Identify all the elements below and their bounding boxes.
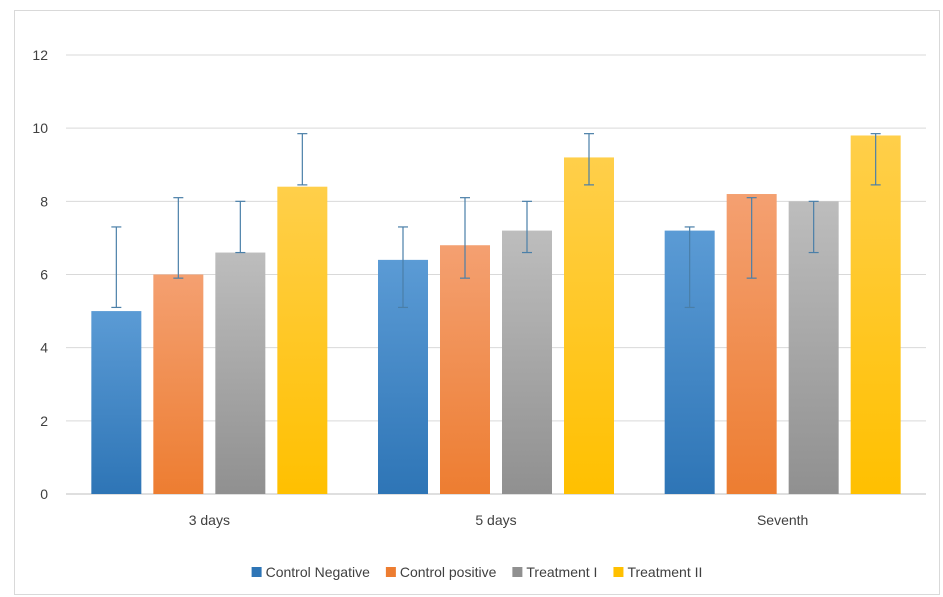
error-bar xyxy=(870,133,881,186)
error-bar xyxy=(584,133,594,186)
y-tick-label: 6 xyxy=(40,267,48,283)
bar-treatment-i-5-days xyxy=(502,230,552,494)
x-category-label: 5 days xyxy=(475,512,516,528)
y-tick-label: 2 xyxy=(40,413,48,429)
bar-control-positive-5-days xyxy=(440,245,490,494)
bar-treatment-ii-5-days xyxy=(564,157,614,494)
error-bar xyxy=(235,200,246,254)
x-category-label: 3 days xyxy=(189,512,230,528)
error-bar xyxy=(808,200,819,254)
error-bar xyxy=(173,197,184,279)
legend: Control Negative Control positive Treatmen… xyxy=(251,564,702,580)
bar-treatment-ii-seventh xyxy=(850,135,901,494)
error-bar xyxy=(746,197,757,279)
legend-label: Control positive xyxy=(400,564,497,580)
y-axis-ticks: 0 2 4 6 8 10 12 xyxy=(32,47,48,502)
legend-label: Treatment I xyxy=(526,564,597,580)
y-tick-label: 12 xyxy=(32,47,48,63)
bar-treatment-i-3-days xyxy=(215,252,266,494)
bar-control-negative-3-days xyxy=(91,311,142,494)
legend-label: Control Negative xyxy=(266,564,370,580)
legend-label: Treatment II xyxy=(627,564,702,580)
error-bar xyxy=(398,226,408,309)
bar-treatment-ii-3-days xyxy=(277,186,328,494)
error-bar xyxy=(297,133,308,186)
error-bar xyxy=(522,200,532,254)
legend-item: Treatment II xyxy=(613,564,702,580)
legend-item: Control positive xyxy=(385,564,497,580)
y-tick-label: 0 xyxy=(40,486,48,502)
legend-swatch xyxy=(613,567,624,577)
y-tick-label: 10 xyxy=(32,120,48,136)
gridlines xyxy=(66,54,926,495)
x-category-label: Seventh xyxy=(757,512,808,528)
legend-item: Control Negative xyxy=(251,564,370,580)
error-bar xyxy=(111,226,122,309)
legend-swatch xyxy=(385,567,396,577)
error-bar xyxy=(684,226,695,309)
y-tick-label: 8 xyxy=(40,193,48,209)
legend-item: Treatment I xyxy=(512,564,597,580)
legend-swatch xyxy=(512,567,523,577)
y-tick-label: 4 xyxy=(40,340,48,356)
bars xyxy=(91,135,901,495)
legend-swatch xyxy=(251,567,262,577)
error-bars xyxy=(111,133,881,309)
bar-control-positive-3-days xyxy=(153,274,204,494)
x-axis-categories: 3 days 5 days Seventh xyxy=(189,512,809,528)
error-bar xyxy=(460,197,470,279)
